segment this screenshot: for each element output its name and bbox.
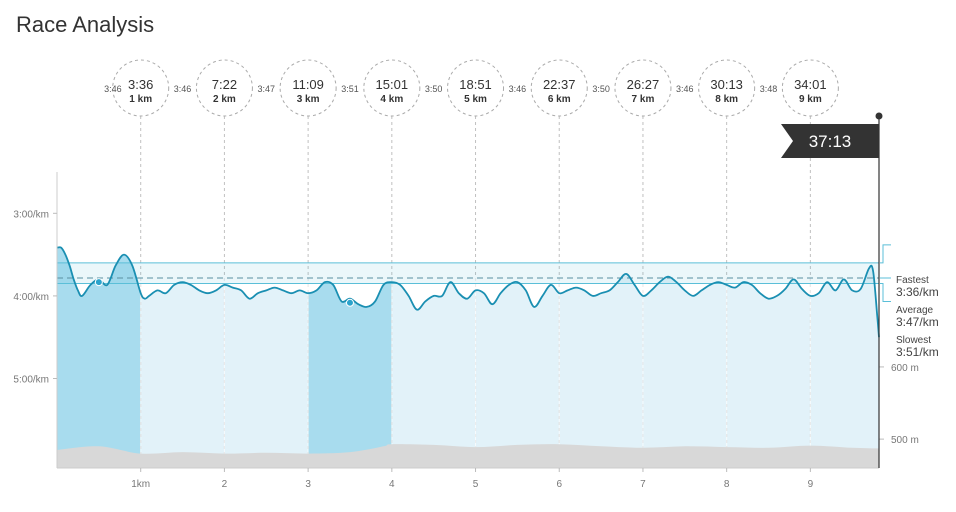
x-axis-tick-label: 5 xyxy=(473,479,479,490)
fastest-value: 3:36/km xyxy=(896,285,939,299)
split-km-label: 8 km xyxy=(715,94,738,105)
split-time: 30:13 xyxy=(710,77,743,92)
split-circle[interactable] xyxy=(112,59,170,117)
split-pace-label: 3:46 xyxy=(509,84,527,94)
split-circle[interactable] xyxy=(279,59,337,117)
pace-area-fill xyxy=(57,247,879,468)
x-axis-tick-label: 4 xyxy=(389,479,395,490)
x-axis-tick-label: 1km xyxy=(131,479,150,490)
x-axis-tick-label: 3 xyxy=(305,479,311,490)
split-circle[interactable] xyxy=(195,59,253,117)
split-circle[interactable] xyxy=(781,59,839,117)
split-time: 11:09 xyxy=(292,77,324,92)
x-axis-tick-label: 7 xyxy=(640,479,646,490)
split-time: 7:22 xyxy=(212,77,237,92)
split-km-label: 5 km xyxy=(464,94,487,105)
split-time: 3:36 xyxy=(128,77,153,92)
x-axis-tick-label: 9 xyxy=(808,479,814,490)
pace-marker[interactable] xyxy=(94,278,103,287)
average-label: Average xyxy=(896,305,934,316)
elevation-axis-tick-label: 500 m xyxy=(891,435,919,446)
split-pace-label: 3:46 xyxy=(676,84,694,94)
pace-range-band xyxy=(57,262,879,284)
pace-axis-tick-label: 5:00/km xyxy=(13,375,49,386)
split-km-label: 1 km xyxy=(129,94,152,105)
split-time: 26:27 xyxy=(627,77,660,92)
split-km-label: 7 km xyxy=(632,94,655,105)
elevation-axis-tick-label: 600 m xyxy=(891,363,919,374)
split-km-label: 4 km xyxy=(380,94,403,105)
split-pace-label: 3:50 xyxy=(592,84,610,94)
split-km-label: 2 km xyxy=(213,94,236,105)
x-axis-tick-label: 2 xyxy=(222,479,228,490)
average-value: 3:47/km xyxy=(896,315,939,329)
page-title: Race Analysis xyxy=(16,12,155,37)
finish-time: 37:13 xyxy=(809,132,852,151)
x-axis-tick-label: 8 xyxy=(724,479,730,490)
slowest-connector xyxy=(880,283,891,303)
finish-pole-top xyxy=(875,112,883,120)
elevation-area xyxy=(57,444,879,468)
split-km-label: 9 km xyxy=(799,94,822,105)
split-circle[interactable] xyxy=(614,59,672,117)
pace-axis-tick-label: 3:00/km xyxy=(13,209,49,220)
finish-flag xyxy=(781,124,879,158)
split-pace-label: 3:50 xyxy=(425,84,443,94)
pace-marker[interactable] xyxy=(345,298,354,307)
first-split-pace: 3:46 xyxy=(104,84,122,94)
split-circle[interactable] xyxy=(698,59,756,117)
x-axis-tick-label: 6 xyxy=(556,479,562,490)
pace-axis-tick-label: 4:00/km xyxy=(13,292,49,303)
split-time: 22:37 xyxy=(543,77,576,92)
split-km-label: 3 km xyxy=(297,94,320,105)
split-time: 15:01 xyxy=(376,77,409,92)
slowest-label: Slowest xyxy=(896,335,931,346)
highlighted-km-area xyxy=(57,247,141,468)
split-circle[interactable] xyxy=(447,59,505,117)
split-km-label: 6 km xyxy=(548,94,571,105)
split-pace-label: 3:46 xyxy=(174,84,192,94)
split-pace-label: 3:51 xyxy=(341,84,359,94)
split-time: 18:51 xyxy=(459,77,492,92)
split-time: 34:01 xyxy=(794,77,827,92)
slowest-value: 3:51/km xyxy=(896,345,939,359)
highlighted-km-area xyxy=(308,281,392,468)
split-circle[interactable] xyxy=(530,59,588,117)
split-pace-label: 3:48 xyxy=(760,84,778,94)
split-pace-label: 3:47 xyxy=(258,84,276,94)
split-circle[interactable] xyxy=(363,59,421,117)
fastest-connector xyxy=(880,244,891,264)
fastest-label: Fastest xyxy=(896,275,929,286)
pace-line xyxy=(56,246,880,338)
